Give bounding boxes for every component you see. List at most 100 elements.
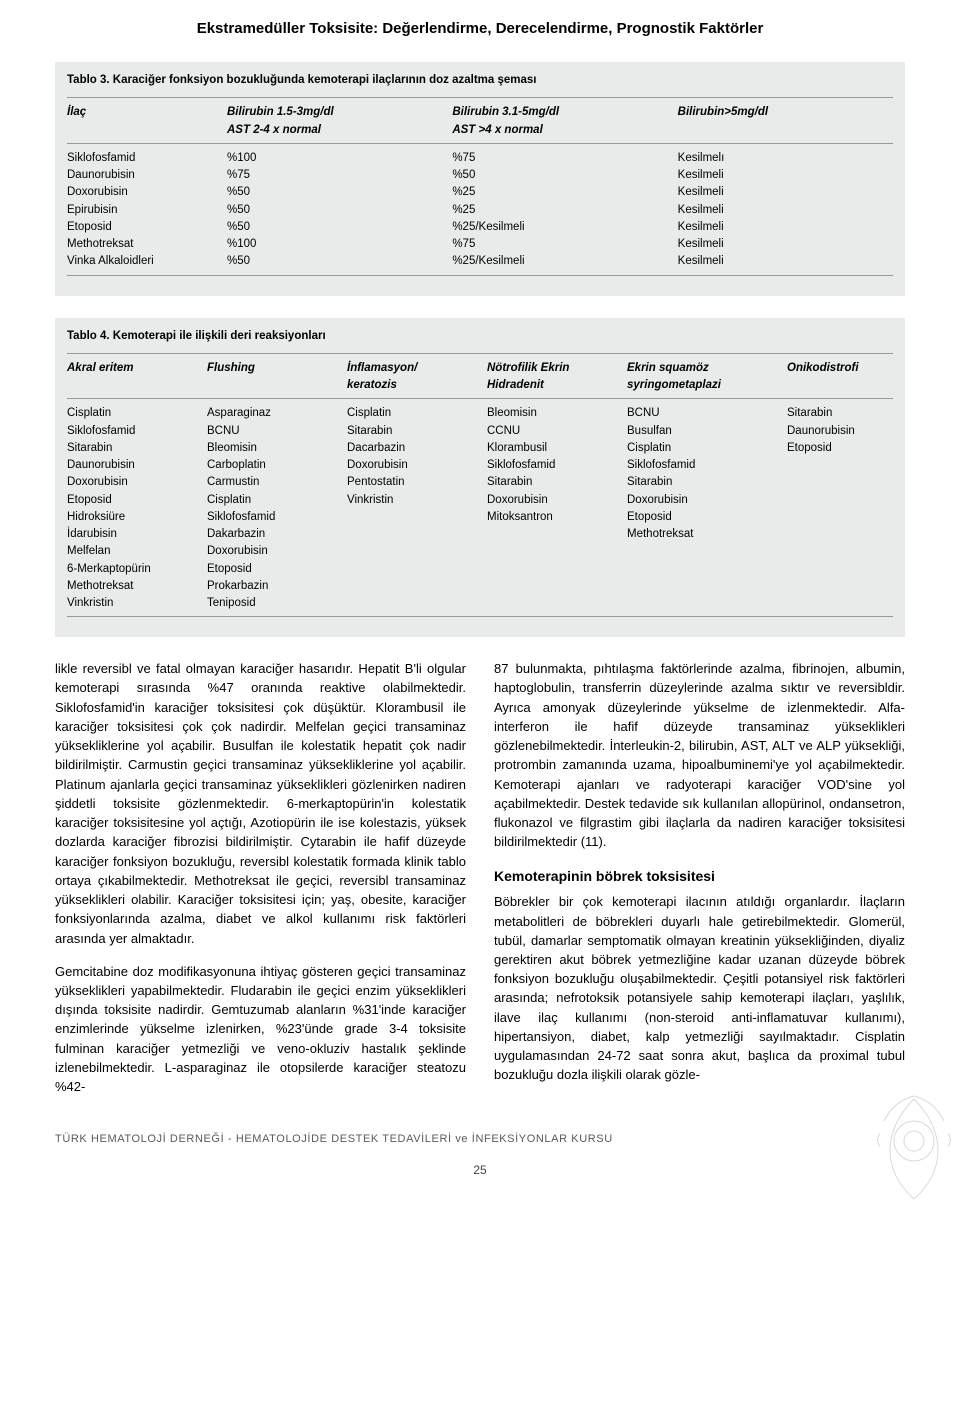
table-cell [787,561,907,578]
table-cell: Kesilmeli [678,202,893,219]
table-cell: Doxorubisin [67,184,217,201]
table-row: DaunorubisinCarboplatinDoxorubisinSiklof… [67,457,893,474]
col-header: Bilirubin>5mg/dl [678,104,893,139]
table-cell: Etoposid [207,561,347,578]
table-cell [787,492,907,509]
divider [67,275,893,276]
table-cell: Dakarbazin [207,526,347,543]
table-cell: Prokarbazin [207,578,347,595]
table-cell [347,578,487,595]
col-header: Nötrofilik Ekrin Hidradenit [487,360,627,395]
table-cell: Doxorubisin [487,492,627,509]
table-cell: %75 [227,167,442,184]
table-cell: %75 [452,236,667,253]
col-header-line2: keratozis [347,377,487,394]
table-cell [787,543,907,560]
table-row: DoxorubisinCarmustinPentostatinSitarabin… [67,474,893,491]
table-cell [487,595,627,612]
table-cell [787,457,907,474]
table-cell: CCNU [487,423,627,440]
col-header-line2: syringometaplazi [627,377,787,394]
table-row: CisplatinAsparaginazCisplatinBleomisinBC… [67,405,893,422]
col-header-line1: Ekrin squamöz [627,362,709,374]
table-cell [347,595,487,612]
table-cell: Asparaginaz [207,405,347,422]
table-row: EtoposidCisplatinVinkristinDoxorubisinDo… [67,492,893,509]
footer: TÜRK HEMATOLOJİ DERNEĞİ - HEMATOLOJİDE D… [55,1133,905,1145]
table-cell: Siklofosfamid [487,457,627,474]
table-cell: Doxorubisin [67,474,207,491]
table-cell: Kesilmeli [678,219,893,236]
col-header: Onikodistrofi [787,360,907,395]
table-row: 6-MerkaptopürinEtoposid [67,561,893,578]
table-cell: Etoposid [787,440,907,457]
table-cell: Sitarabin [67,440,207,457]
table-cell: Kesilmeli [678,184,893,201]
col-header-line1: İnflamasyon/ [347,362,417,374]
page-content: Ekstramedüller Toksisite: Değerlendirme,… [0,0,960,1207]
table-cell: %25 [452,184,667,201]
col-header-line2: AST >4 x normal [452,122,667,139]
page-number: 25 [55,1163,905,1177]
table-row: VinkristinTeniposid [67,595,893,612]
col-header: Bilirubin 1.5-3mg/dl AST 2-4 x normal [227,104,442,139]
table-cell [787,526,907,543]
table-cell: %50 [227,253,442,270]
table-cell: Etoposid [67,492,207,509]
table-cell: Dacarbazin [347,440,487,457]
table-cell: Epirubisin [67,202,217,219]
table-cell: Kesilmelı [678,150,893,167]
table-cell: Kesilmeli [678,167,893,184]
table-row: Daunorubisin%75%50Kesilmeli [67,167,893,184]
table-cell [787,595,907,612]
table-cell: %75 [452,150,667,167]
col-header: İlaç [67,104,217,139]
divider [67,616,893,617]
table-cell: %50 [227,219,442,236]
table-cell: Doxorubisin [207,543,347,560]
table-row: Doxorubisin %50 %25 Kesilmeli [67,184,893,201]
table-cell: %25 [452,202,667,219]
table-cell: Methotreksat [627,526,787,543]
table-cell: Carmustin [207,474,347,491]
table-cell [347,561,487,578]
table-4-title: Tablo 4. Kemoterapi ile ilişkili deri re… [67,328,893,345]
table-cell: Vinkristin [347,492,487,509]
footer-text: TÜRK HEMATOLOJİ DERNEĞİ - HEMATOLOJİDE D… [55,1133,613,1145]
table-cell [627,561,787,578]
table-cell: BCNU [627,405,787,422]
table-cell: İdarubisin [67,526,207,543]
table-4: Tablo 4. Kemoterapi ile ilişkili deri re… [55,318,905,638]
table-cell [347,526,487,543]
table-cell: %50 [227,202,442,219]
table-cell: Melfelan [67,543,207,560]
paragraph: Gemcitabine doz modifikasyonuna ihtiyaç … [55,962,466,1097]
table-cell: Siklofosfamid [627,457,787,474]
table-cell: Vinkristin [67,595,207,612]
table-cell: Bleomisin [207,440,347,457]
table-row: HidroksiüreSiklofosfamidMitoksantronEtop… [67,509,893,526]
table-cell: Sitarabin [347,423,487,440]
col-header-line1: Bilirubin 1.5-3mg/dl [227,106,334,118]
divider [67,353,893,354]
table-row: Methotreksat%100%75Kesilmeli [67,236,893,253]
table-cell: Methotreksat [67,578,207,595]
table-cell: %50 [452,167,667,184]
table-cell: Daunorubisin [67,457,207,474]
table-cell: Bleomisin [487,405,627,422]
table-cell: Etoposid [627,509,787,526]
table-cell [487,578,627,595]
table-cell: Doxorubisin [347,457,487,474]
article-running-title: Ekstramedüller Toksisite: Değerlendirme,… [55,20,905,37]
divider [67,97,893,98]
table-cell [787,578,907,595]
table-cell: %50 [227,184,442,201]
table-cell [487,561,627,578]
col-header: İnflamasyon/ keratozis [347,360,487,395]
table-cell [787,474,907,491]
table-3-header-row: İlaç Bilirubin 1.5-3mg/dl AST 2-4 x norm… [67,104,893,139]
divider [67,398,893,399]
table-row: Epirubisin %50 %25 Kesilmeli [67,202,893,219]
table-cell: %100 [227,150,442,167]
col-header: Bilirubin 3.1-5mg/dl AST >4 x normal [452,104,667,139]
